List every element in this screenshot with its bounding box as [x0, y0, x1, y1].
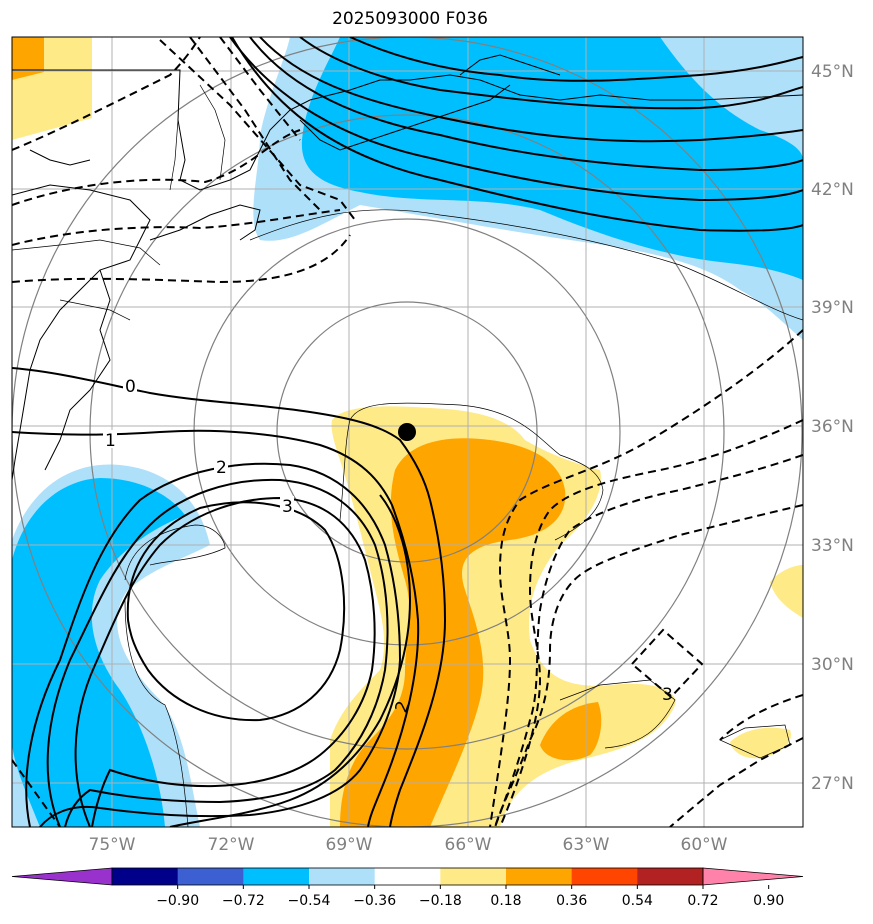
storm-center-marker	[398, 423, 416, 441]
lat-label: 27°N	[811, 774, 854, 794]
yellow-region-southeast	[730, 727, 791, 759]
colorbar-extend-low	[11, 867, 113, 886]
contour-label-neg-three: 3	[662, 685, 673, 705]
colorbar-tick-label: −0.72	[222, 893, 265, 909]
map-frame	[11, 36, 804, 828]
orange-region-center	[340, 438, 566, 827]
lon-label: 72°W	[208, 835, 255, 855]
colorbar-tick-label: −0.54	[288, 893, 331, 909]
colorbar-tick-label: 0.90	[753, 893, 784, 909]
colorbar-swatch	[506, 868, 573, 885]
lat-label: 42°N	[811, 180, 854, 200]
colorbar-tick-label: 0.18	[490, 893, 521, 909]
contour-label-two: 2	[216, 458, 227, 478]
borders	[12, 84, 803, 827]
solid-contours-north	[229, 37, 803, 232]
range-rings	[12, 37, 803, 827]
lat-label: 45°N	[811, 62, 854, 82]
colorbar-outline	[111, 867, 704, 886]
longitude-labels: 75°W 72°W 69°W 66°W 63°W 60°W	[89, 835, 728, 855]
contour-label-zero: 0	[125, 377, 136, 397]
dashed-contours	[12, 37, 803, 827]
contour-three	[126, 501, 346, 722]
shading-layer	[12, 37, 803, 827]
colorbar-swatch	[243, 868, 310, 885]
contour-zero	[12, 367, 447, 827]
colorbar-swatch	[177, 868, 244, 885]
colorbar: −0.90 −0.72 −0.54 −0.36 −0.18 0.18 0.36 0.54 0.7…	[11, 867, 804, 909]
contour-label-one: 1	[105, 431, 116, 451]
colorbar-swatch	[571, 868, 638, 885]
lat-label: 39°N	[811, 298, 854, 318]
lat-label: 33°N	[811, 536, 854, 556]
colorbar-tick-label: −0.90	[156, 893, 199, 909]
colorbar-swatch	[374, 868, 441, 885]
contour-label-three: 3	[282, 497, 293, 517]
colorbar-swatch	[309, 868, 376, 885]
lon-label: 69°W	[326, 835, 373, 855]
colorbar-tick-label: 0.36	[556, 893, 587, 909]
contour-one	[12, 429, 420, 827]
colorbar-tick-label: 0.72	[687, 893, 718, 909]
deep-blue-region-sw	[12, 478, 185, 827]
yellow-region-east	[770, 565, 803, 618]
colorbar-swatch	[637, 868, 704, 885]
colorbar-tick-label: −0.36	[353, 893, 396, 909]
contour-two	[25, 462, 402, 827]
colorbar-swatch	[440, 868, 507, 885]
lon-label: 63°W	[563, 835, 610, 855]
lon-label: 75°W	[89, 835, 136, 855]
lat-label: 36°N	[811, 417, 854, 437]
lat-label: 30°N	[811, 655, 854, 675]
orange-region-ne	[12, 37, 44, 80]
deep-blue-region-north	[301, 37, 803, 280]
colorbar-extend-high	[702, 867, 804, 886]
colorbar-swatch	[112, 868, 179, 885]
colorbar-tick-label: 0.54	[622, 893, 653, 909]
map-title: 2025093000 F036	[332, 9, 488, 29]
colorbar-tick-label: −0.18	[419, 893, 462, 909]
lon-label: 66°W	[445, 835, 492, 855]
latitude-labels: 45°N 42°N 39°N 36°N 33°N 30°N 27°N	[811, 62, 854, 794]
lon-label: 60°W	[681, 835, 728, 855]
solid-contours-low	[12, 367, 447, 827]
